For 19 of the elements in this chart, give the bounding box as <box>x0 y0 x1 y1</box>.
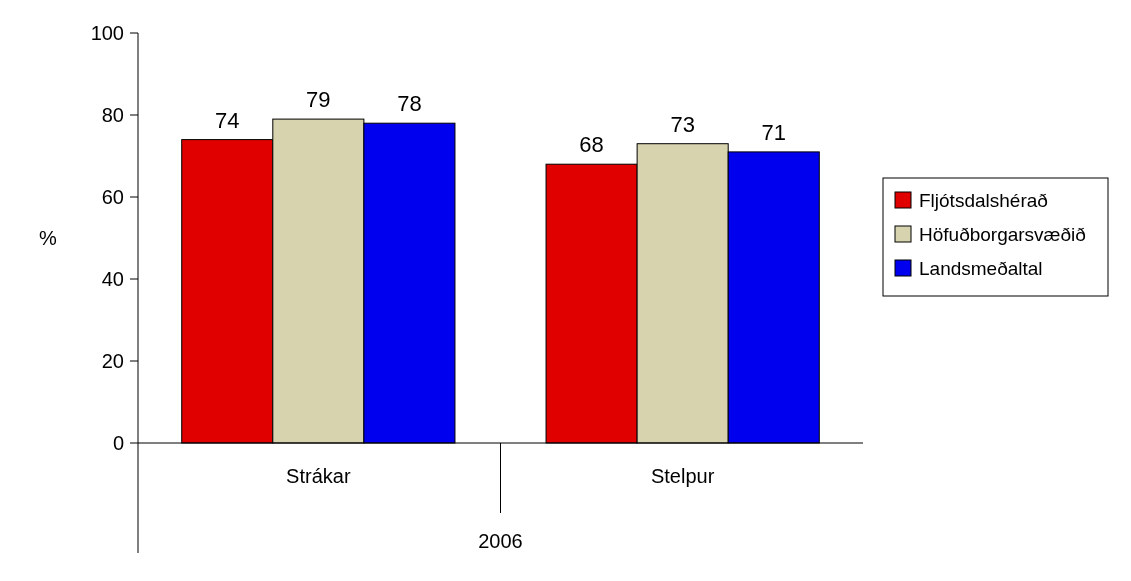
data-label: 73 <box>670 111 695 137</box>
y-tick-label: 0 <box>112 432 124 454</box>
y-tick-label: 100 <box>90 22 124 44</box>
x-axis-title: 2006 <box>478 530 523 552</box>
y-tick-label: 80 <box>101 104 124 126</box>
data-label: 78 <box>397 91 422 117</box>
data-label: 71 <box>761 119 786 145</box>
y-tick-label: 40 <box>101 268 124 290</box>
data-label: 74 <box>215 107 240 133</box>
x-tick-label: Strákar <box>286 465 351 487</box>
y-axis-title: % <box>39 227 58 249</box>
legend-label: Fljótsdalshérað <box>919 189 1048 211</box>
legend-label: Höfuðborgarsvæðið <box>919 223 1086 245</box>
data-label: 79 <box>306 87 331 113</box>
y-tick-label: 60 <box>101 186 124 208</box>
x-tick-label: Stelpur <box>650 465 715 487</box>
data-label: 68 <box>579 132 604 158</box>
legend-label: Landsmeðaltal <box>919 257 1043 279</box>
y-tick-label: 20 <box>101 350 124 372</box>
